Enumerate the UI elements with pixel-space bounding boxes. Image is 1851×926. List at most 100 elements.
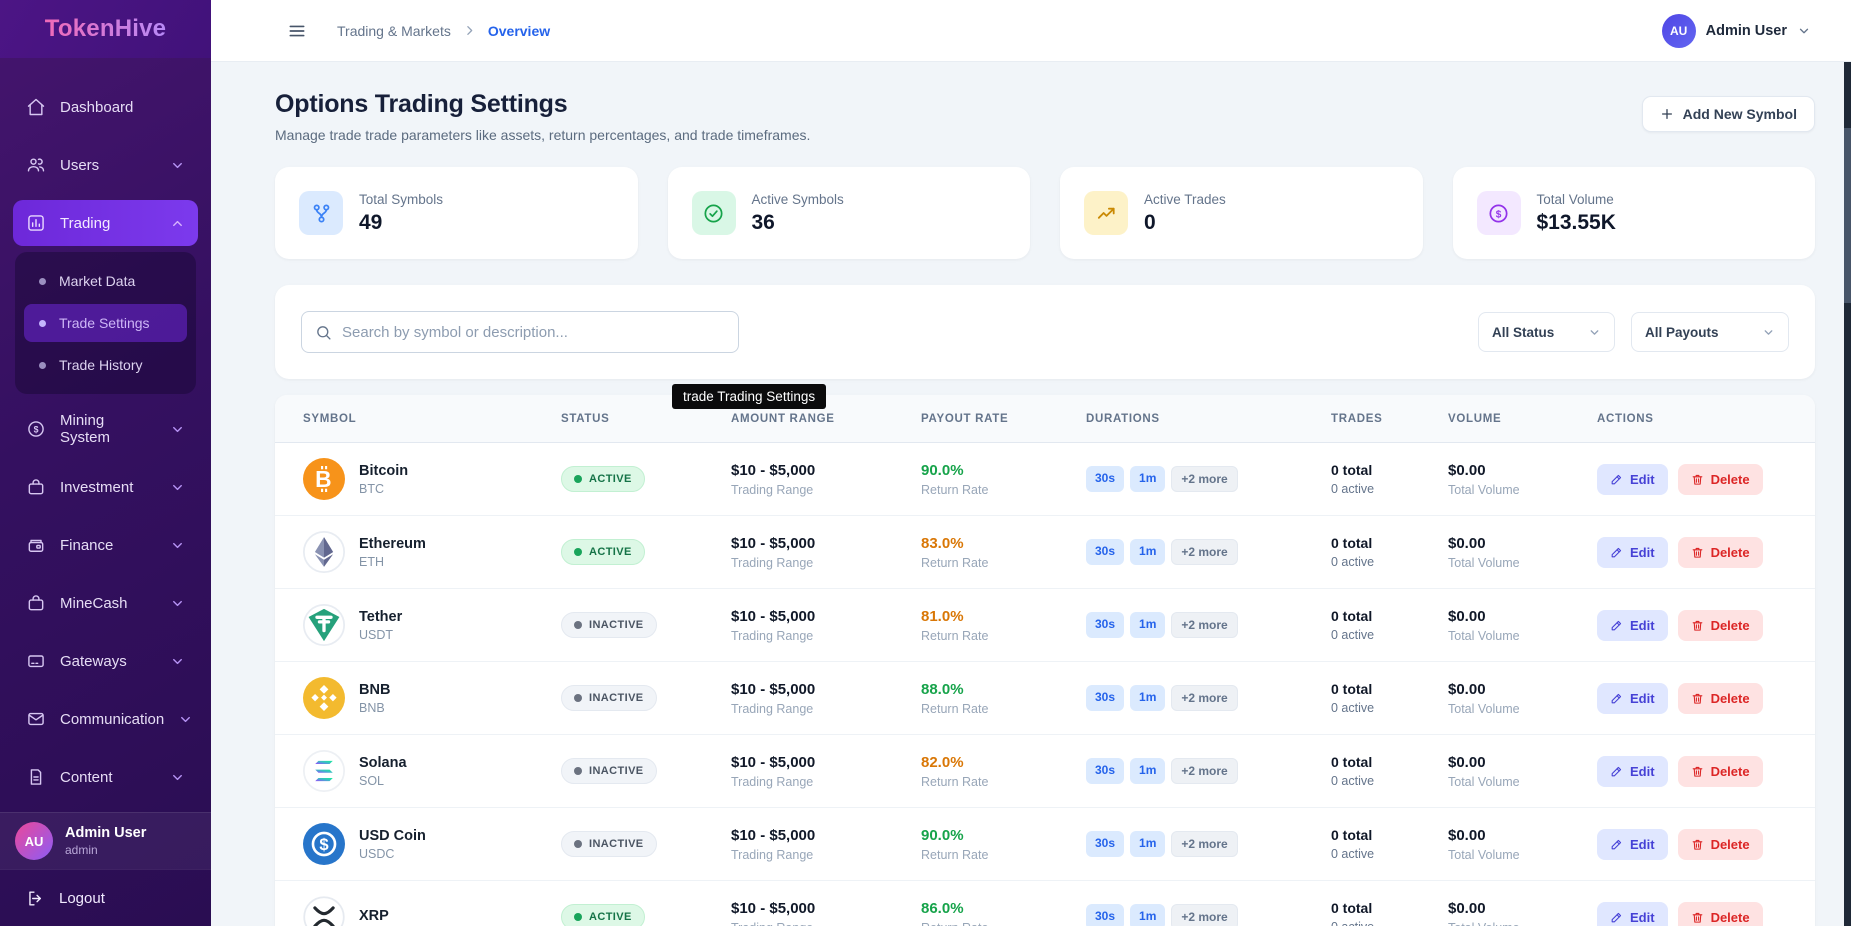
duration-chip[interactable]: +2 more (1171, 758, 1238, 784)
bar-chart-icon (26, 213, 46, 233)
volume-value: $0.00 (1448, 680, 1486, 698)
edit-button[interactable]: Edit (1597, 828, 1668, 860)
stat-label: Total Volume (1536, 191, 1614, 207)
durations-cell: 30s 1m +2 more (1086, 466, 1331, 492)
sidebar-item-finance[interactable]: Finance (13, 522, 198, 568)
delete-button[interactable]: Delete (1677, 609, 1763, 641)
sidebar-user-profile[interactable]: AU Admin User admin (0, 812, 211, 870)
delete-button[interactable]: Delete (1677, 463, 1763, 495)
sidebar-item-users[interactable]: Users (13, 142, 198, 188)
user-menu[interactable]: AU Admin User (1661, 13, 1811, 48)
sidebar-item-gateways[interactable]: Gateways (13, 638, 198, 684)
scrollbar-track[interactable] (1844, 62, 1851, 926)
edit-button[interactable]: Edit (1597, 901, 1668, 926)
delete-button[interactable]: Delete (1677, 755, 1763, 787)
amount-range: $10 - $5,000 (731, 680, 816, 698)
status-dot-icon (574, 621, 582, 629)
table-body: B Bitcoin BTC ACTIVE $10 - $5,000 Tradin… (275, 443, 1815, 926)
status-badge: INACTIVE (561, 831, 657, 857)
breadcrumb-section[interactable]: Trading & Markets (337, 22, 451, 39)
status-label: ACTIVE (589, 546, 632, 558)
delete-button[interactable]: Delete (1677, 536, 1763, 568)
edit-button-label: Edit (1630, 471, 1655, 487)
trash-icon (1692, 839, 1702, 850)
duration-chip[interactable]: +2 more (1171, 831, 1238, 857)
edit-pencil-icon (1611, 839, 1622, 849)
status-filter-select[interactable]: All Status (1478, 312, 1615, 352)
sidebar-item-content[interactable]: Content (13, 754, 198, 800)
payout-rate: 88.0% (921, 680, 964, 698)
dollar-circle-icon: $ (1476, 191, 1521, 235)
avatar: AU (15, 822, 53, 861)
payout-filter-select[interactable]: All Payouts (1631, 312, 1789, 352)
stat-label: Total Symbols (359, 191, 444, 207)
sidebar-item-trade-settings[interactable]: Trade Settings (24, 304, 187, 343)
sidebar-item-dashboard[interactable]: Dashboard (13, 84, 198, 130)
chevron-down-icon (170, 596, 185, 611)
trades-total: 0 total (1331, 462, 1373, 478)
user-name: Admin User (1705, 22, 1787, 39)
volume-label: Total Volume (1448, 555, 1520, 570)
status-badge: INACTIVE (561, 758, 657, 784)
table-row: XRP ACTIVE $10 - $5,000 Trading Range 86… (275, 881, 1815, 926)
edit-button[interactable]: Edit (1597, 609, 1668, 641)
sidebar-item-market-data[interactable]: Market Data (24, 262, 187, 300)
edit-button[interactable]: Edit (1597, 755, 1668, 787)
volume-value: $0.00 (1448, 899, 1486, 917)
breadcrumb-current[interactable]: Overview (487, 22, 551, 39)
duration-chip[interactable]: +2 more (1171, 539, 1238, 565)
delete-button[interactable]: Delete (1677, 901, 1763, 926)
table-header: SYMBOL STATUS AMOUNT RANGE PAYOUT RATE D… (275, 395, 1815, 443)
amount-range-label: Trading Range (731, 628, 814, 643)
logout-label: Logout (59, 889, 105, 907)
duration-chip[interactable]: +2 more (1171, 466, 1238, 492)
status-label: ACTIVE (589, 911, 632, 923)
edit-button-label: Edit (1630, 836, 1655, 852)
logout-button[interactable]: Logout (0, 869, 211, 926)
sidebar-item-trading[interactable]: Trading (13, 200, 198, 247)
payout-filter-value: All Payouts (1645, 324, 1719, 340)
trades-active: 0 active (1331, 555, 1375, 569)
coin-icon (303, 604, 345, 646)
sidebar-item-label: Trading (60, 214, 111, 232)
delete-button[interactable]: Delete (1677, 682, 1763, 714)
sidebar-item-label: MineCash (60, 594, 128, 612)
duration-chip[interactable]: +2 more (1171, 685, 1238, 711)
edit-pencil-icon (1611, 620, 1622, 630)
symbol-ticker: USDT (359, 627, 394, 642)
status-label: INACTIVE (589, 838, 644, 850)
add-new-symbol-button[interactable]: Add New Symbol (1641, 96, 1815, 132)
delete-button[interactable]: Delete (1677, 828, 1763, 860)
plus-icon (1660, 107, 1674, 121)
duration-chip[interactable]: +2 more (1171, 612, 1238, 638)
column-header: DURATIONS (1086, 412, 1160, 425)
stat-card-total-symbols: Total Symbols 49 (275, 167, 638, 259)
sidebar-item-minecash[interactable]: MineCash (13, 580, 198, 626)
bullet-icon (39, 361, 46, 369)
sidebar-item-mining-system[interactable]: $ Mining System (13, 406, 198, 452)
amount-range-label: Trading Range (731, 482, 814, 497)
user-name: Admin User (65, 825, 147, 842)
sidebar-item-communication[interactable]: Communication (13, 696, 198, 742)
column-header: SYMBOL (303, 412, 357, 425)
duration-chip: 1m (1130, 831, 1166, 857)
sidebar-item-investment[interactable]: Investment (13, 464, 198, 510)
status-label: INACTIVE (589, 692, 644, 704)
svg-text:$: $ (34, 425, 39, 435)
status-badge: ACTIVE (561, 539, 645, 565)
search-input[interactable] (342, 323, 725, 341)
duration-chip[interactable]: +2 more (1171, 904, 1238, 926)
scrollbar-thumb[interactable] (1844, 128, 1851, 303)
status-filter-value: All Status (1492, 324, 1555, 340)
hamburger-menu-icon[interactable] (287, 21, 307, 41)
symbol-ticker: BNB (359, 700, 385, 715)
edit-pencil-icon (1611, 693, 1622, 703)
sidebar-item-trade-history[interactable]: Trade History (24, 346, 187, 384)
sidebar-item-label: Investment (60, 478, 134, 496)
edit-button[interactable]: Edit (1597, 682, 1668, 714)
bullet-icon (39, 277, 46, 285)
coin-icon (303, 750, 345, 792)
edit-button[interactable]: Edit (1597, 463, 1668, 495)
edit-button[interactable]: Edit (1597, 536, 1668, 568)
payout-rate-label: Return Rate (921, 482, 989, 497)
